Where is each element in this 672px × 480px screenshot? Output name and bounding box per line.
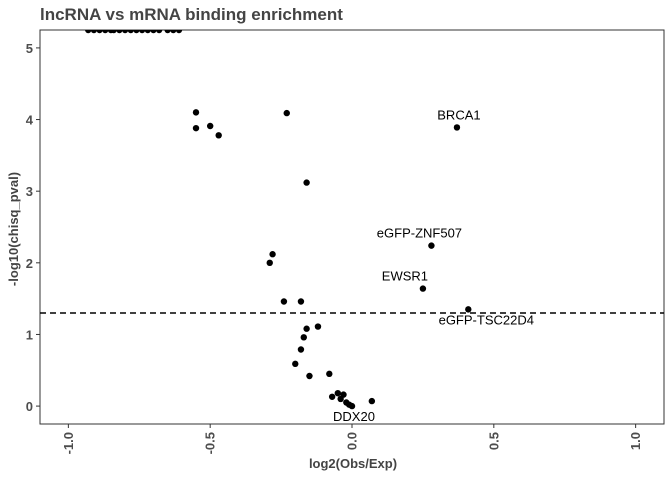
data-point: [280, 298, 288, 305]
data-point: [170, 30, 177, 34]
y-tick-label: 5: [26, 41, 33, 56]
data-point: [419, 285, 427, 292]
data-point: [90, 30, 98, 34]
data-point: [368, 397, 376, 405]
data-point: [428, 242, 435, 249]
y-tick-label: 0: [26, 399, 33, 414]
data-point: [300, 334, 307, 341]
y-tick-label: 2: [26, 256, 33, 271]
x-axis: -1.0 -0.5 0.0 0.5 1.0: [61, 424, 643, 454]
point-label: BRCA1: [437, 107, 480, 122]
data-point: [175, 30, 183, 34]
data-point: [303, 325, 310, 332]
data-point: [297, 298, 305, 305]
data-point: [348, 402, 356, 410]
data-point: [292, 360, 299, 368]
y-axis: 0 1 2 3 4 5: [26, 41, 40, 414]
data-point: [334, 389, 342, 397]
data-point: [116, 30, 123, 34]
point-label: eGFP-ZNF507: [377, 226, 462, 241]
data-point: [465, 306, 472, 313]
data-point: [283, 109, 290, 117]
data-point: [269, 251, 276, 258]
point-label: EWSR1: [382, 269, 428, 284]
point-labels: BRCA1 eGFP-ZNF507 EWSR1 eGFP-TSC22D4 DDX20: [333, 107, 534, 424]
data-point: [102, 30, 109, 34]
data-point: [453, 124, 461, 131]
data-point: [215, 132, 222, 139]
point-label: DDX20: [333, 409, 375, 424]
data-point: [164, 30, 171, 34]
data-point: [192, 124, 200, 132]
y-axis-title: -log10(chisq_pval): [6, 172, 21, 286]
data-point: [144, 30, 151, 34]
data-point: [306, 372, 313, 380]
plot-panel: [39, 29, 665, 425]
data-point: [206, 122, 214, 130]
data-point: [150, 30, 157, 34]
data-point: [297, 346, 305, 353]
data-point: [303, 179, 310, 186]
x-axis-title: log2(Obs/Exp): [309, 456, 397, 471]
data-point: [155, 30, 163, 34]
data-point: [121, 30, 129, 34]
y-tick-label: 3: [26, 184, 33, 199]
x-tick-label: 0.5: [486, 432, 501, 450]
data-point: [328, 393, 336, 400]
data-points: [85, 30, 472, 410]
data-point: [133, 30, 140, 34]
data-point: [96, 30, 103, 34]
y-tick-label: 4: [26, 113, 34, 128]
chart-title: lncRNA vs mRNA binding enrichment: [40, 5, 343, 24]
point-label: eGFP-TSC22D4: [439, 312, 534, 327]
x-tick-label: -1.0: [61, 432, 76, 454]
data-point: [326, 370, 333, 378]
data-point: [314, 323, 322, 330]
y-tick-label: 1: [26, 327, 33, 342]
x-tick-label: -0.5: [203, 432, 218, 454]
data-point: [138, 30, 146, 34]
data-point: [192, 109, 200, 116]
data-point: [127, 30, 134, 34]
data-point: [337, 395, 344, 403]
data-point: [266, 259, 273, 267]
x-tick-label: 0.0: [344, 432, 359, 450]
x-tick-label: 1.0: [628, 432, 643, 450]
data-point: [110, 30, 117, 34]
data-point: [85, 30, 92, 34]
